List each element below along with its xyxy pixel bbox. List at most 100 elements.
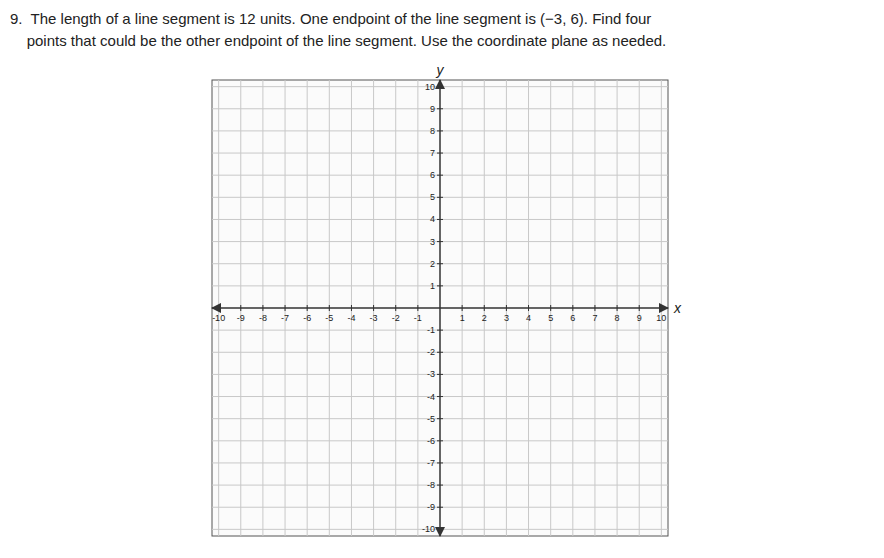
grid-line-x	[550, 80, 551, 536]
grid-line-x	[417, 80, 418, 536]
title: 9. The length of a line segment is 12 un…	[10, 10, 651, 27]
grid-line-x	[307, 80, 308, 536]
x-tick-label: -3	[370, 313, 378, 323]
y-tick	[437, 219, 443, 220]
x-tick-label: -2	[392, 313, 400, 323]
y-tick-label: -2	[427, 347, 435, 357]
grid-line-y	[212, 108, 668, 109]
y-tick-label: -8	[427, 480, 435, 490]
y-tick	[437, 108, 443, 109]
y-tick-label: 1	[430, 281, 435, 291]
grid-line-y	[212, 219, 668, 220]
grid-line-y	[212, 197, 668, 198]
x-tick	[351, 305, 352, 311]
grid-line-y	[212, 263, 668, 264]
x-tick	[329, 305, 330, 311]
grid-line-y	[212, 418, 668, 419]
y-tick	[437, 374, 443, 375]
grid-line-y	[212, 153, 668, 154]
y-tick	[437, 462, 443, 463]
x-tick-label: -8	[259, 313, 267, 323]
grid-line-y	[212, 529, 668, 530]
x-tick-label: -4	[347, 313, 355, 323]
x-tick-label: 1	[460, 313, 465, 323]
x-tick	[262, 305, 263, 311]
x-tick	[373, 305, 374, 311]
x-tick	[285, 305, 286, 311]
x-tick-label: -9	[237, 313, 245, 323]
grid-line-x	[351, 80, 352, 536]
y-tick	[437, 396, 443, 397]
plot-frame	[212, 80, 668, 536]
y-tick-label: -5	[427, 414, 435, 424]
grid-line-y	[212, 241, 668, 242]
y-tick-label: 7	[430, 148, 435, 158]
x-tick	[594, 305, 595, 311]
y-tick-label: 4	[430, 214, 435, 224]
y-tick-label: -4	[427, 392, 435, 402]
grid-line-y	[212, 485, 668, 486]
y-tick	[437, 418, 443, 419]
y-tick	[437, 153, 443, 154]
x-tick-label: 5	[548, 313, 553, 323]
y-tick-label: -6	[427, 436, 435, 446]
x-tick	[528, 305, 529, 311]
x-tick-label: 7	[592, 313, 597, 323]
y-axis	[439, 80, 441, 536]
x-tick	[417, 305, 418, 311]
x-tick-label: 2	[482, 313, 487, 323]
x-tick	[617, 305, 618, 311]
x-tick-label: -7	[281, 313, 289, 323]
y-tick-label: -3	[427, 369, 435, 379]
grid-line-y	[212, 507, 668, 508]
grid-line-x	[329, 80, 330, 536]
y-tick	[437, 241, 443, 242]
grid-line-x	[506, 80, 507, 536]
grid-line-y	[212, 130, 668, 131]
y-tick	[437, 130, 443, 131]
y-tick	[437, 197, 443, 198]
x-tick-label: 6	[570, 313, 575, 323]
y-tick	[437, 485, 443, 486]
y-tick-label: 3	[430, 237, 435, 247]
x-tick	[506, 305, 507, 311]
grid-line-x	[617, 80, 618, 536]
x-tick-label: -10	[212, 313, 225, 323]
y-tick-label: -1	[427, 325, 435, 335]
grid-line-y	[212, 440, 668, 441]
x-tick-label: -6	[303, 313, 311, 323]
grid-line-x	[639, 80, 640, 536]
y-axis-label: y	[436, 62, 445, 78]
y-tick-label: 5	[430, 192, 435, 202]
x-tick-label: 3	[504, 313, 509, 323]
y-tick	[437, 330, 443, 331]
x-tick	[550, 305, 551, 311]
grid-line-x	[572, 80, 573, 536]
grid-line-y	[212, 396, 668, 397]
ticks: -10-9-8-7-6-5-4-3-2-112345678910-10-9-8-…	[212, 82, 666, 535]
x-tick-label: 8	[615, 313, 620, 323]
x-tick	[395, 305, 396, 311]
y-tick-label: 6	[430, 170, 435, 180]
y-tick	[437, 352, 443, 353]
x-tick	[462, 305, 463, 311]
x-tick	[661, 305, 662, 311]
grid-line-y	[212, 330, 668, 331]
grid-line-x	[373, 80, 374, 536]
subtitle: points that could be the other endpoint …	[10, 32, 666, 49]
y-tick	[437, 529, 443, 530]
grid	[212, 80, 668, 536]
chart: 9. The length of a line segment is 12 un…	[0, 0, 884, 558]
y-tick-label: -9	[427, 502, 435, 512]
y-tick-label: 10	[425, 82, 435, 92]
x-tick-label: -1	[414, 313, 422, 323]
grid-line-x	[218, 80, 219, 536]
x-tick-label: 10	[656, 313, 666, 323]
y-tick	[437, 507, 443, 508]
y-tick-label: 2	[430, 259, 435, 269]
grid-line-x	[484, 80, 485, 536]
y-tick-label: 9	[430, 104, 435, 114]
y-tick	[437, 86, 443, 87]
x-tick-label: 9	[637, 313, 642, 323]
grid-line-y	[212, 285, 668, 286]
